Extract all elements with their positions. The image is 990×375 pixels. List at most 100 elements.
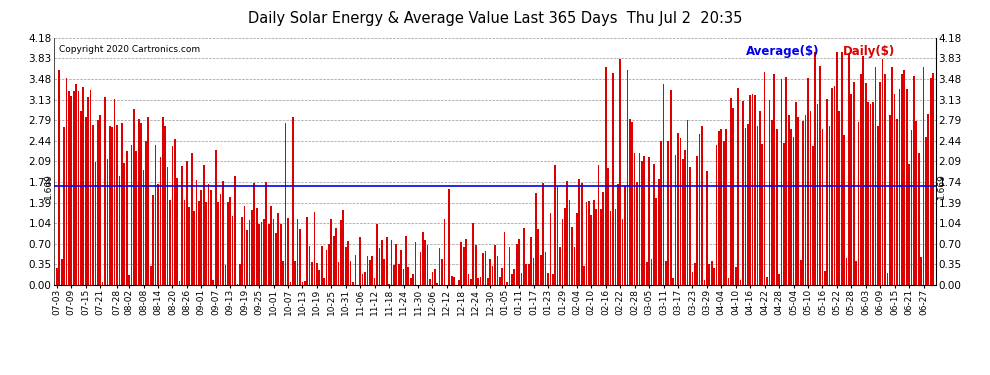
Bar (107, 159, 108, 285)
Bar (504, 232, 506, 285)
Bar (571, 227, 573, 285)
Bar (667, 141, 669, 285)
Bar (275, 233, 277, 285)
Bar (872, 102, 874, 285)
Bar (677, 133, 679, 285)
Bar (159, 157, 161, 285)
Bar (718, 131, 720, 285)
Bar (904, 70, 905, 285)
Bar (253, 183, 255, 285)
Bar (280, 224, 281, 285)
Bar (552, 274, 553, 285)
Bar (336, 228, 337, 285)
Bar (834, 86, 836, 285)
Bar (812, 146, 814, 285)
Bar (314, 212, 315, 285)
Bar (80, 111, 82, 285)
Bar (730, 99, 732, 285)
Bar (311, 262, 313, 285)
Bar (832, 88, 833, 285)
Bar (475, 245, 476, 285)
Bar (171, 146, 173, 285)
Bar (742, 101, 743, 285)
Bar (759, 111, 760, 285)
Bar (232, 216, 234, 285)
Bar (347, 241, 349, 285)
Bar (612, 73, 614, 285)
Bar (112, 127, 113, 285)
Bar (850, 94, 852, 285)
Bar (819, 66, 821, 285)
Bar (763, 72, 765, 285)
Bar (933, 73, 934, 285)
Bar (323, 278, 325, 285)
Bar (420, 252, 421, 285)
Bar (489, 259, 491, 285)
Bar (578, 180, 580, 285)
Bar (477, 278, 479, 285)
Bar (506, 282, 508, 285)
Bar (822, 129, 824, 285)
Bar (882, 59, 883, 285)
Bar (869, 105, 871, 285)
Bar (556, 187, 558, 285)
Text: 1.669: 1.669 (44, 173, 52, 199)
Bar (709, 264, 710, 285)
Bar (289, 282, 291, 285)
Bar (514, 269, 515, 285)
Bar (559, 247, 561, 285)
Bar (901, 74, 903, 285)
Bar (805, 115, 807, 285)
Bar (544, 252, 546, 285)
Bar (333, 236, 335, 285)
Bar (294, 261, 296, 285)
Bar (218, 202, 219, 285)
Bar (738, 88, 739, 285)
Bar (162, 117, 163, 285)
Bar (740, 280, 742, 285)
Bar (699, 134, 701, 285)
Bar (918, 153, 920, 285)
Bar (354, 255, 356, 285)
Bar (788, 115, 790, 285)
Bar (845, 258, 847, 285)
Bar (899, 88, 900, 285)
Bar (412, 274, 414, 285)
Bar (852, 82, 854, 285)
Bar (225, 265, 227, 285)
Bar (744, 128, 746, 285)
Bar (94, 162, 96, 285)
Bar (439, 248, 441, 285)
Bar (444, 219, 446, 285)
Bar (603, 192, 604, 285)
Text: Copyright 2020 Cartronics.com: Copyright 2020 Cartronics.com (58, 45, 200, 54)
Bar (235, 177, 236, 285)
Bar (713, 268, 715, 285)
Bar (247, 230, 248, 285)
Bar (277, 213, 279, 285)
Bar (586, 202, 587, 285)
Bar (297, 219, 298, 285)
Bar (911, 130, 913, 285)
Bar (208, 184, 209, 285)
Bar (581, 183, 582, 285)
Bar (198, 201, 200, 285)
Bar (728, 278, 730, 285)
Bar (116, 125, 118, 285)
Bar (684, 150, 686, 285)
Bar (138, 119, 140, 285)
Bar (186, 161, 188, 285)
Text: Daily($): Daily($) (843, 45, 895, 58)
Bar (817, 104, 819, 285)
Bar (152, 195, 154, 285)
Bar (260, 222, 262, 285)
Bar (682, 159, 684, 285)
Bar (511, 274, 513, 285)
Bar (268, 224, 269, 285)
Bar (843, 135, 844, 285)
Bar (650, 259, 652, 285)
Bar (65, 78, 67, 285)
Bar (549, 213, 551, 285)
Bar (183, 200, 185, 285)
Bar (460, 242, 462, 285)
